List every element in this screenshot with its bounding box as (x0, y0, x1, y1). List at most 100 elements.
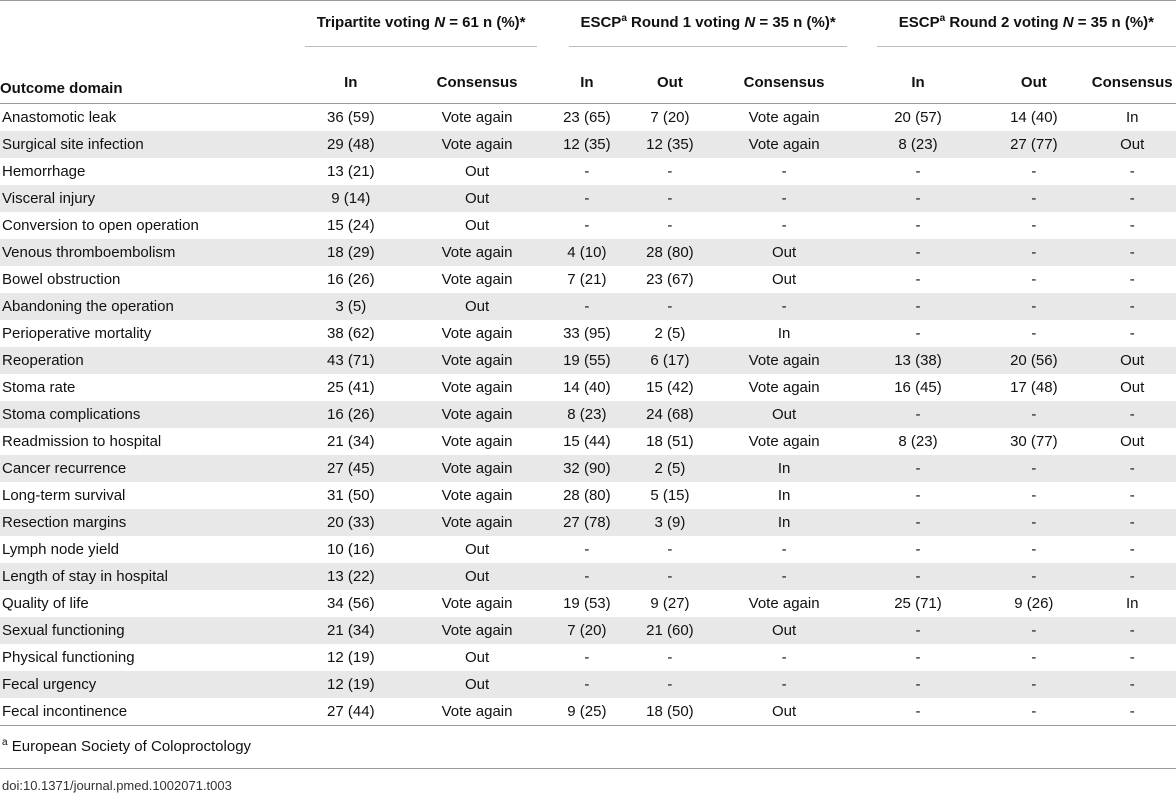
tripartite-in-cell: 10 (16) (327, 541, 375, 558)
round1-consensus-cell: - (781, 568, 787, 585)
tripartite-in-cell: 21 (34) (327, 622, 375, 639)
table-row: Anastomotic leak 36 (59) Vote again 23 (65)… (0, 104, 1176, 132)
outcome-domain-cell: Lymph node yield (2, 541, 120, 558)
round1-consensus-cell: Out (772, 271, 797, 288)
tripartite-consensus-cell: Vote again (441, 109, 513, 126)
round1-consensus-cell: Vote again (748, 433, 820, 450)
round2-in-cell: - (915, 298, 921, 315)
table-row: Stoma rate 25 (41) Vote again 14 (40) 15 (42… (0, 374, 1176, 401)
round2-in-cell: - (915, 163, 921, 180)
doi-text: doi:10.1371/journal.pmed.1002071.t003 (2, 778, 232, 793)
round2-in-cell: - (915, 703, 921, 720)
round1-in-cell: - (584, 568, 590, 585)
outcome-domain-header: Outcome domain (0, 80, 123, 97)
round1-out-cell: 24 (68) (646, 406, 694, 423)
round2-out-cell: - (1031, 676, 1037, 693)
outcome-domain-cell: Abandoning the operation (2, 298, 174, 315)
table-row: Visceral injury 9 (14) Out - - - - - - (0, 185, 1176, 212)
round2-consensus-cell: Out (1120, 379, 1145, 396)
round1-out-cell: - (667, 541, 673, 558)
round2-in-cell: 13 (38) (894, 352, 942, 369)
round2-in-cell: - (915, 649, 921, 666)
round2-consensus-cell: - (1129, 298, 1135, 315)
round1-in-cell: - (584, 217, 590, 234)
round1-consensus-cell: In (777, 514, 791, 531)
outcome-domain-cell: Readmission to hospital (2, 433, 162, 450)
table-row: Venous thromboembolism 18 (29) Vote again 4… (0, 239, 1176, 266)
tripartite-consensus-cell: Out (464, 298, 490, 315)
outcome-domain-cell: Fecal urgency (2, 676, 97, 693)
round2-out-cell: - (1031, 487, 1037, 504)
round1-out-cell: 12 (35) (646, 136, 694, 153)
round2-out-cell: - (1031, 541, 1037, 558)
round2-in-cell: - (915, 325, 921, 342)
round2-in-header: In (911, 73, 925, 91)
group-header-row: Tripartite voting N = 61 n (%)* ESCPa Ro… (0, 0, 1176, 62)
round2-out-cell: - (1031, 244, 1037, 261)
round1-in-cell: 12 (35) (563, 136, 611, 153)
round1-consensus-cell: - (781, 217, 787, 234)
round2-in-cell: 8 (23) (898, 433, 938, 450)
tripartite-consensus-cell: Vote again (441, 325, 513, 342)
tripartite-in-cell: 27 (44) (327, 703, 375, 720)
round2-out-cell: 27 (77) (1010, 136, 1058, 153)
tripartite-in-cell: 12 (19) (327, 676, 375, 693)
round1-consensus-cell: Out (772, 703, 797, 720)
tripartite-consensus-cell: Vote again (441, 514, 513, 531)
round1-out-cell: 5 (15) (650, 487, 690, 504)
tripartite-consensus-cell: Out (464, 568, 490, 585)
tripartite-consensus-cell: Vote again (441, 271, 513, 288)
outcome-domain-cell: Surgical site infection (2, 136, 144, 153)
tripartite-consensus-cell: Out (464, 163, 490, 180)
round2-out-cell: - (1031, 622, 1037, 639)
round1-in-cell: 15 (44) (563, 433, 611, 450)
tripartite-in-cell: 29 (48) (327, 136, 375, 153)
round1-out-cell: - (667, 217, 673, 234)
table-body: Anastomotic leak 36 (59) Vote again 23 (65)… (0, 104, 1176, 726)
tripartite-in-cell: 36 (59) (327, 109, 375, 126)
table-row: Abandoning the operation 3 (5) Out - - - - - - (0, 293, 1176, 320)
tripartite-consensus-cell: Vote again (441, 487, 513, 504)
round1-in-cell: - (584, 163, 590, 180)
round2-out-cell: 30 (77) (1010, 433, 1058, 450)
outcome-domain-cell: Hemorrhage (2, 163, 86, 180)
round1-consensus-cell: - (781, 676, 787, 693)
round2-in-cell: - (915, 190, 921, 207)
tripartite-in-cell: 21 (34) (327, 433, 375, 450)
table-row: Surgical site infection 29 (48) Vote again… (0, 131, 1176, 158)
tripartite-in-cell: 20 (33) (327, 514, 375, 531)
round2-consensus-cell: Out (1120, 136, 1145, 153)
outcome-domain-cell: Stoma rate (2, 379, 76, 396)
round2-consensus-cell: In (1125, 109, 1139, 126)
tripartite-in-cell: 27 (45) (327, 460, 375, 477)
round1-out-cell: 18 (51) (646, 433, 694, 450)
round2-consensus-cell: - (1129, 622, 1135, 639)
tripartite-in-cell: 38 (62) (327, 325, 375, 342)
tripartite-consensus-cell: Out (464, 676, 490, 693)
round1-in-cell: 32 (90) (563, 460, 611, 477)
round1-out-cell: - (667, 649, 673, 666)
round2-consensus-header: Consensus (1091, 73, 1173, 91)
outcome-domain-cell: Sexual functioning (2, 622, 125, 639)
table-row: Cancer recurrence 27 (45) Vote again 32 (90… (0, 455, 1176, 482)
round2-consensus-cell: - (1129, 244, 1135, 261)
round2-consensus-cell: - (1129, 568, 1135, 585)
tripartite-in-cell: 15 (24) (327, 217, 375, 234)
round2-in-cell: - (915, 217, 921, 234)
round1-in-cell: - (584, 541, 590, 558)
tripartite-in-cell: 13 (21) (327, 163, 375, 180)
round2-in-cell: - (915, 487, 921, 504)
tripartite-consensus-cell: Vote again (441, 433, 513, 450)
outcome-domain-cell: Resection margins (2, 514, 127, 531)
round2-consensus-cell: In (1125, 595, 1139, 612)
tripartite-consensus-cell: Vote again (441, 460, 513, 477)
table-row: Conversion to open operation 15 (24) Out - -… (0, 212, 1176, 239)
round2-consensus-cell: - (1129, 271, 1135, 288)
round2-in-cell: - (915, 541, 921, 558)
tripartite-in-cell: 16 (26) (327, 271, 375, 288)
round1-in-cell: - (584, 649, 590, 666)
round2-out-cell: - (1031, 217, 1037, 234)
outcome-domain-cell: Venous thromboembolism (2, 244, 176, 261)
column-header-row: Outcome domain In Consensus In Out Conse… (0, 61, 1176, 104)
round2-consensus-cell: - (1129, 703, 1135, 720)
